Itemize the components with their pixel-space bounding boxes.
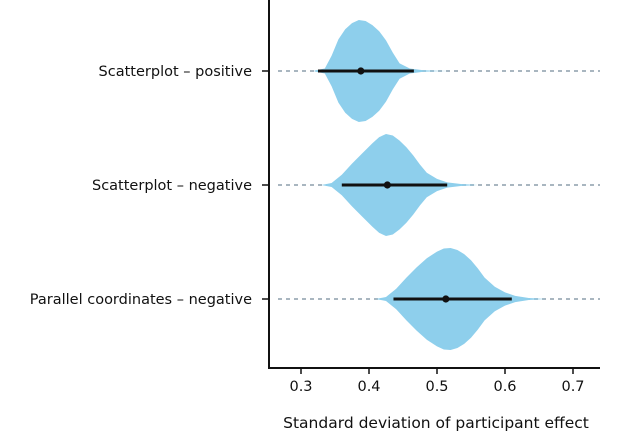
y-category-label: Scatterplot – negative	[92, 178, 252, 194]
x-tick-label: 0.4	[357, 379, 380, 395]
x-tick-label: 0.3	[289, 379, 312, 395]
x-tick-label: 0.5	[425, 379, 448, 395]
point-estimate	[383, 181, 391, 189]
x-axis-ticks: 0.3 0.4 0.5 0.6 0.7	[289, 368, 585, 395]
x-tick-label: 0.7	[561, 379, 584, 395]
y-category-label: Parallel coordinates – negative	[30, 292, 252, 308]
x-axis-title: Standard deviation of participant effect	[283, 414, 589, 432]
y-axis-labels: Scatterplot – positive Scatterplot – nega…	[30, 64, 269, 308]
intervals	[318, 67, 512, 303]
point-estimate	[357, 67, 365, 75]
point-estimate	[442, 295, 450, 303]
y-category-label: Scatterplot – positive	[99, 64, 253, 80]
x-tick-label: 0.6	[493, 379, 516, 395]
